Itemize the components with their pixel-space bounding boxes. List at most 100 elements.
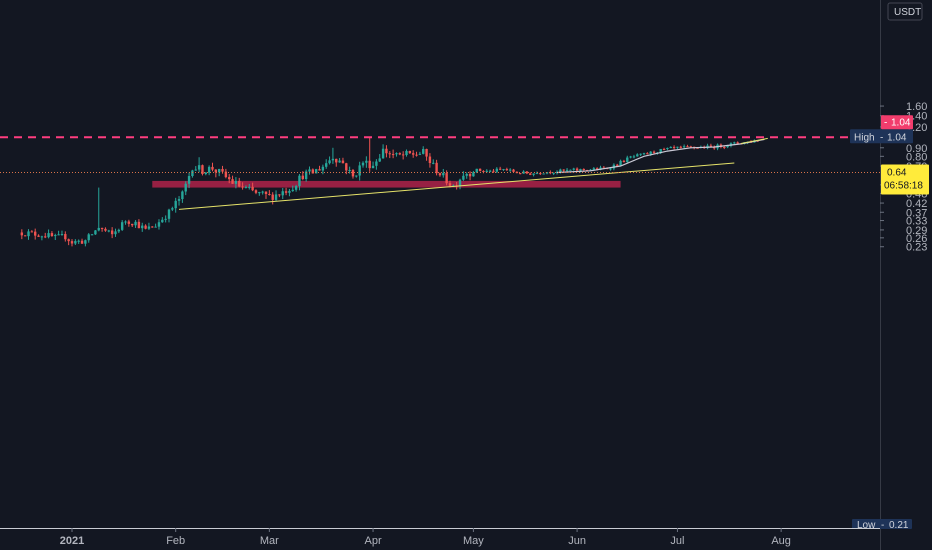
- candle[interactable]: [529, 172, 532, 176]
- candle[interactable]: [542, 173, 545, 175]
- candle[interactable]: [211, 162, 214, 172]
- candle[interactable]: [34, 228, 37, 240]
- candle[interactable]: [686, 144, 689, 148]
- candle[interactable]: [87, 233, 90, 243]
- candle[interactable]: [77, 239, 80, 244]
- candle[interactable]: [442, 168, 445, 178]
- candle[interactable]: [94, 230, 97, 235]
- candle[interactable]: [264, 191, 268, 199]
- candle[interactable]: [622, 159, 626, 163]
- candle[interactable]: [619, 159, 622, 166]
- candle[interactable]: [251, 182, 254, 192]
- candle[interactable]: [475, 168, 478, 174]
- candle[interactable]: [642, 152, 646, 156]
- candle[interactable]: [552, 172, 555, 176]
- candle[interactable]: [679, 145, 682, 149]
- candle[interactable]: [201, 164, 204, 176]
- candle[interactable]: [308, 166, 311, 175]
- candle[interactable]: [20, 229, 24, 240]
- candle[interactable]: [84, 239, 87, 247]
- candle[interactable]: [104, 227, 107, 232]
- candle[interactable]: [57, 230, 60, 236]
- candle[interactable]: [231, 175, 234, 184]
- candle[interactable]: [194, 166, 197, 171]
- moving-average-line[interactable]: [556, 138, 765, 174]
- candle[interactable]: [415, 151, 418, 157]
- candle[interactable]: [154, 223, 157, 228]
- candle[interactable]: [636, 153, 639, 157]
- candle[interactable]: [100, 227, 104, 232]
- candle[interactable]: [268, 190, 271, 196]
- candle[interactable]: [669, 146, 672, 149]
- candle[interactable]: [532, 173, 535, 177]
- currency-badge[interactable]: [887, 2, 923, 21]
- candle[interactable]: [298, 173, 301, 191]
- candle[interactable]: [401, 151, 405, 160]
- candle[interactable]: [458, 178, 462, 190]
- candle[interactable]: [137, 219, 141, 229]
- candle[interactable]: [134, 220, 137, 228]
- candle[interactable]: [187, 172, 191, 189]
- candle[interactable]: [388, 151, 391, 159]
- candle[interactable]: [131, 223, 134, 228]
- candle[interactable]: [40, 235, 44, 241]
- candle[interactable]: [37, 234, 40, 237]
- candle[interactable]: [335, 158, 338, 167]
- candle[interactable]: [358, 161, 361, 181]
- candle[interactable]: [676, 146, 679, 149]
- candle[interactable]: [381, 144, 385, 159]
- candle[interactable]: [278, 194, 281, 198]
- candle[interactable]: [331, 147, 335, 164]
- candle[interactable]: [228, 174, 231, 184]
- candle[interactable]: [408, 150, 412, 154]
- support-trendline[interactable]: [178, 162, 735, 210]
- candle[interactable]: [60, 230, 64, 236]
- candle[interactable]: [301, 171, 305, 181]
- candle[interactable]: [174, 197, 177, 213]
- support-zone[interactable]: [152, 180, 621, 188]
- candle[interactable]: [575, 167, 579, 171]
- candle[interactable]: [662, 147, 666, 151]
- candle[interactable]: [478, 168, 482, 172]
- candle[interactable]: [398, 152, 402, 156]
- candle[interactable]: [378, 154, 381, 163]
- candle[interactable]: [30, 230, 34, 233]
- candle[interactable]: [328, 156, 331, 165]
- candle[interactable]: [505, 167, 509, 171]
- candle[interactable]: [161, 217, 164, 223]
- upper-trendline[interactable]: [740, 137, 768, 144]
- candle[interactable]: [294, 184, 298, 192]
- candle[interactable]: [318, 165, 321, 171]
- price-tag[interactable]: [881, 164, 929, 195]
- candle[interactable]: [80, 238, 84, 244]
- candle[interactable]: [492, 168, 495, 173]
- price-axis[interactable]: 1.601.401.200.900.800.700.540.480.420.37…: [880, 0, 932, 550]
- time-axis[interactable]: 2021 Feb Mar Apr May Jun Jul Aug: [0, 528, 880, 550]
- candle[interactable]: [314, 168, 318, 174]
- candle[interactable]: [97, 187, 100, 232]
- candle[interactable]: [177, 196, 181, 206]
- candle[interactable]: [281, 187, 284, 200]
- candle[interactable]: [465, 172, 468, 179]
- candle[interactable]: [124, 220, 127, 225]
- candle[interactable]: [405, 149, 408, 157]
- candle[interactable]: [355, 175, 358, 178]
- low-marker-box[interactable]: [852, 519, 912, 529]
- candle[interactable]: [432, 159, 435, 165]
- candle[interactable]: [50, 231, 54, 237]
- candle[interactable]: [488, 169, 492, 173]
- candle[interactable]: [234, 177, 238, 189]
- candle[interactable]: [224, 168, 228, 179]
- candle[interactable]: [274, 190, 278, 202]
- candle[interactable]: [723, 146, 726, 150]
- candle[interactable]: [549, 170, 552, 175]
- candle[interactable]: [171, 206, 174, 212]
- high-marker-box[interactable]: [850, 129, 913, 144]
- candle[interactable]: [197, 157, 201, 173]
- candle[interactable]: [512, 168, 515, 173]
- candle[interactable]: [569, 169, 572, 171]
- candle[interactable]: [435, 159, 438, 176]
- candle[interactable]: [291, 185, 294, 192]
- candle[interactable]: [23, 235, 27, 237]
